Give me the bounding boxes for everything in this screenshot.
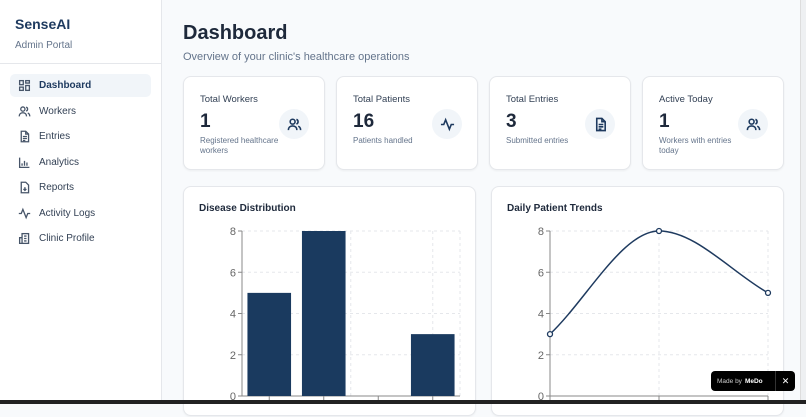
stat-card-total-entries: Total Entries 3 Submitted entries (489, 76, 631, 170)
y-tick-label: 6 (538, 267, 544, 279)
daily-patient-trends-chart: 0 2 4 6 8 (538, 226, 772, 403)
users-icon (287, 117, 301, 130)
bottom-bar (0, 400, 806, 404)
y-tick-label: 8 (230, 226, 236, 238)
stat-label: Active Today (659, 94, 713, 105)
stat-card-active-today: Active Today 1 Workers with entries toda… (642, 76, 784, 170)
building-icon (18, 232, 30, 245)
sidebar-item-label: Analytics (39, 156, 80, 168)
users-icon (18, 105, 31, 116)
stats-row: Total Workers 1 Registered healthcare wo… (183, 76, 784, 170)
sidebar-item-label: Dashboard (39, 80, 92, 91)
stat-icon-badge (585, 109, 615, 139)
users-icon (746, 117, 760, 130)
main: Dashboard Overview of your clinic's heal… (183, 0, 785, 170)
y-tick-label: 0 (538, 391, 544, 403)
sidebar-nav: Dashboard Workers Entries Analytics Reports A… (0, 64, 161, 263)
stat-description: Patients handled (353, 136, 413, 145)
data-point[interactable] (655, 227, 663, 235)
y-tick-label: 4 (538, 309, 544, 321)
sidebar-item-label: Entries (39, 131, 71, 142)
stat-icon-badge (738, 109, 768, 139)
scrollbar[interactable] (800, 0, 806, 400)
stat-description: Workers with entries today (659, 136, 732, 155)
stat-label: Total Workers (200, 94, 258, 105)
stat-value: 16 (353, 111, 375, 132)
disease-distribution-chart: 0 2 4 6 8 (230, 226, 461, 403)
activity-icon (18, 207, 31, 219)
stat-value: 1 (200, 111, 211, 132)
stat-label: Total Entries (506, 94, 559, 105)
page-subtitle: Overview of your clinic's healthcare ope… (183, 51, 410, 63)
disease-distribution-card: Disease Distribution 0 2 4 6 8 (183, 186, 476, 416)
y-tick-label: 6 (230, 267, 236, 279)
sidebar-item-label: Workers (39, 105, 77, 117)
bar[interactable] (301, 231, 346, 396)
y-tick-label: 4 (230, 309, 236, 321)
chart-title: Daily Patient Trends (507, 203, 603, 214)
y-tick-label: 8 (538, 226, 544, 238)
y-tick-label: 2 (538, 350, 544, 362)
data-point[interactable] (764, 289, 772, 297)
stat-card-total-workers: Total Workers 1 Registered healthcare wo… (183, 76, 325, 170)
chart-title: Disease Distribution (199, 203, 296, 214)
file-text-icon (20, 130, 30, 143)
y-tick-label: 0 (230, 391, 236, 403)
file-download-icon (20, 181, 30, 194)
brand: SenseAI Admin Portal (0, 0, 161, 64)
brand-subtitle: Admin Portal (15, 40, 73, 51)
made-by-badge[interactable]: Made by MeDo ✕ (711, 371, 795, 391)
data-point[interactable] (546, 330, 554, 338)
series-line (549, 230, 769, 335)
bar-chart-icon (18, 157, 30, 168)
y-tick-label: 2 (230, 350, 236, 362)
stat-icon-badge (432, 109, 462, 139)
bar[interactable] (410, 334, 455, 396)
close-icon[interactable]: ✕ (775, 371, 795, 391)
bar[interactable] (247, 292, 292, 396)
brand-name: SenseAI (15, 16, 71, 32)
daily-patient-trends-card: Daily Patient Trends 0 2 4 6 8 (491, 186, 784, 416)
layout-grid-icon (18, 79, 31, 92)
sidebar-item-workers[interactable]: Workers (10, 100, 151, 123)
file-text-icon (595, 117, 606, 131)
stat-value: 3 (506, 111, 517, 132)
stat-description: Registered healthcare workers (200, 136, 279, 155)
sidebar-item-label: Reports (39, 182, 75, 193)
sidebar-item-entries[interactable]: Entries (10, 125, 151, 148)
sidebar-item-dashboard[interactable]: Dashboard (10, 74, 151, 97)
stat-label: Total Patients (353, 94, 411, 105)
sidebar-item-label: Clinic Profile (39, 233, 95, 244)
sidebar-item-label: Activity Logs (39, 207, 96, 219)
sidebar: SenseAI Admin Portal Dashboard Workers Ent… (0, 0, 162, 400)
badge-prefix: Made by (717, 377, 742, 385)
page-title: Dashboard (183, 22, 288, 44)
sidebar-item-clinic-profile[interactable]: Clinic Profile (10, 227, 151, 250)
stat-description: Submitted entries (506, 136, 569, 145)
activity-icon (440, 117, 454, 131)
stat-icon-badge (279, 109, 309, 139)
sidebar-item-reports[interactable]: Reports (10, 176, 151, 199)
sidebar-item-activity-logs[interactable]: Activity Logs (10, 202, 151, 225)
stat-value: 1 (659, 111, 670, 132)
badge-brand: MeDo (744, 377, 763, 385)
stat-card-total-patients: Total Patients 16 Patients handled (336, 76, 478, 170)
sidebar-item-analytics[interactable]: Analytics (10, 151, 151, 174)
